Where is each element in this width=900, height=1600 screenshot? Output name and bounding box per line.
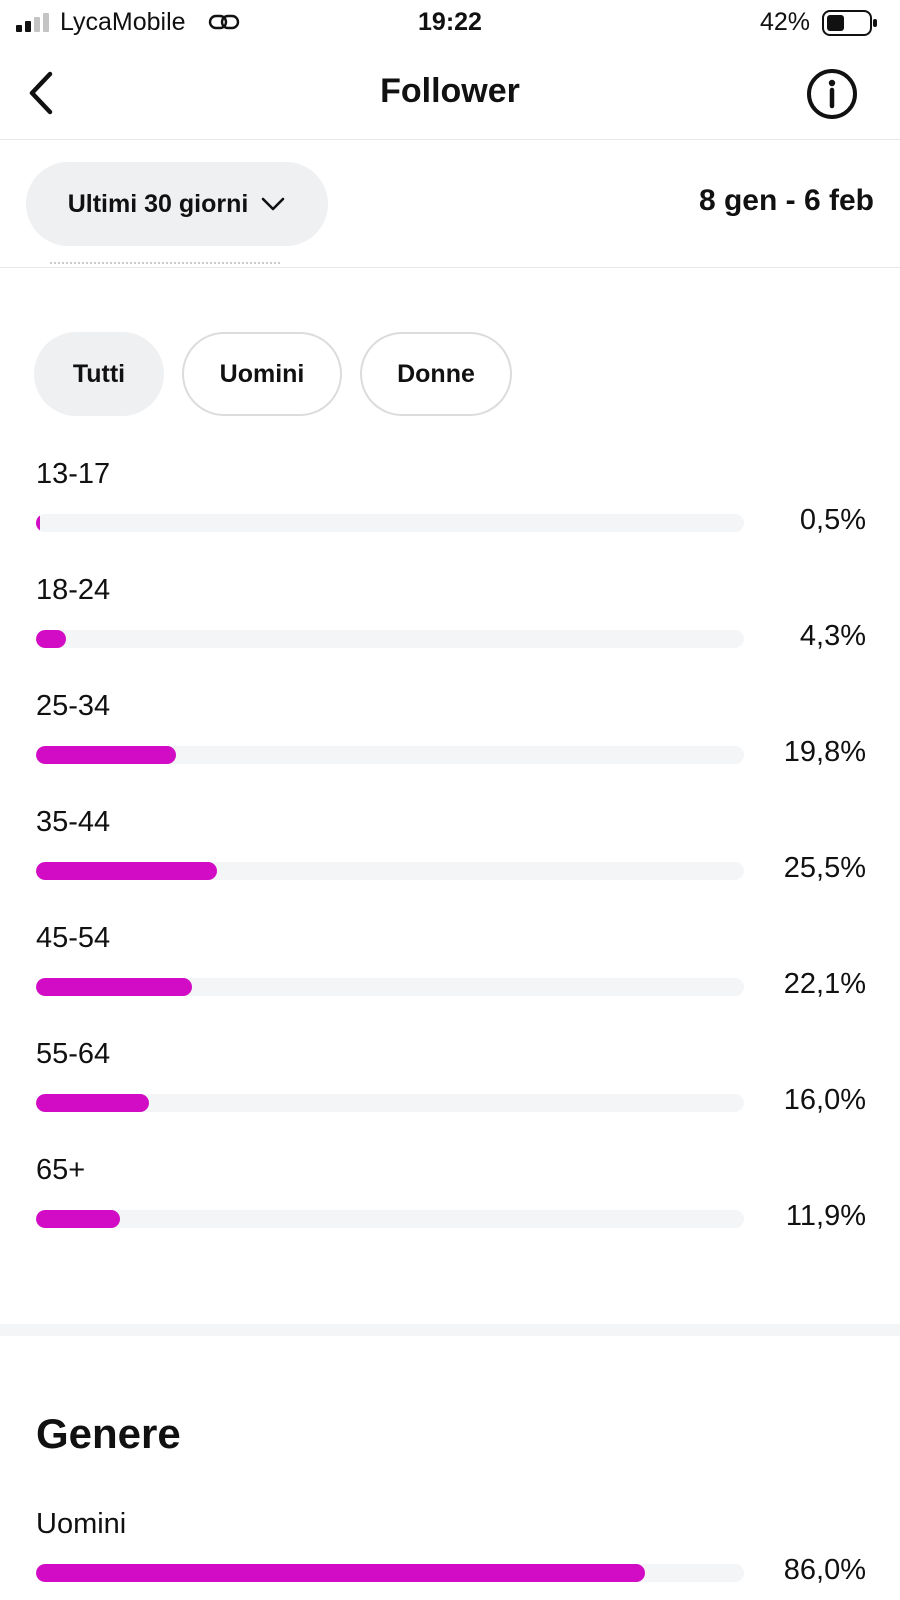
tab-uomini[interactable]: Uomini <box>182 332 342 416</box>
bar-percentage: 25,5% <box>783 852 866 884</box>
bar-track <box>36 1094 744 1112</box>
tab-tutti[interactable]: Tutti <box>34 332 164 416</box>
bar-fill <box>36 630 66 648</box>
bar-row: 65+ 11,9% <box>36 1154 866 1270</box>
bar-track <box>36 746 744 764</box>
chevron-left-icon[interactable] <box>22 70 62 116</box>
status-bar: LycaMobile 19:22 42% <box>0 0 900 44</box>
gender-section-title: Genere <box>36 1410 181 1457</box>
bar-percentage: 16,0% <box>783 1084 866 1116</box>
bar-row: 35-44 25,5% <box>36 806 866 922</box>
bar-row: 13-17 0,5% <box>36 458 866 574</box>
nav-bar: Follower <box>0 44 900 140</box>
audience-filter-tabs: Tutti Uomini Donne <box>34 332 512 416</box>
bar-fill <box>36 746 176 764</box>
bar-track <box>36 1210 744 1228</box>
tab-donne[interactable]: Donne <box>360 332 512 416</box>
bar-percentage: 4,3% <box>799 620 866 652</box>
bar-label: 13-17 <box>36 458 111 490</box>
bar-label: 65+ <box>36 1154 86 1186</box>
bar-label: 55-64 <box>36 1038 111 1070</box>
page-title: Follower <box>380 72 520 110</box>
battery-icon <box>822 10 877 36</box>
bar-fill <box>36 862 217 880</box>
bar-row: 18-24 4,3% <box>36 574 866 690</box>
bar-label: 25-34 <box>36 690 111 722</box>
time-range-label: Ultimi 30 giorni <box>67 189 249 218</box>
gender-distribution-list: Uomini 86,0% <box>36 1508 866 1598</box>
scrolled-content-edge <box>50 262 280 270</box>
date-filter-row: Ultimi 30 giorni 8 gen - 6 feb <box>0 140 900 268</box>
bar-percentage: 86,0% <box>783 1554 866 1586</box>
bar-track <box>36 978 744 996</box>
signal-strength-icon <box>16 12 52 32</box>
chevron-down-icon <box>261 197 285 211</box>
carrier-name: LycaMobile <box>60 8 186 36</box>
bar-fill <box>36 1564 645 1582</box>
bar-row: 55-64 16,0% <box>36 1038 866 1154</box>
bar-label: 45-54 <box>36 922 111 954</box>
bar-track <box>36 862 744 880</box>
bar-row: 25-34 19,8% <box>36 690 866 806</box>
bar-percentage: 19,8% <box>783 736 866 768</box>
bar-fill <box>36 1210 120 1228</box>
bar-label: Uomini <box>36 1508 127 1540</box>
bar-fill <box>36 1094 149 1112</box>
battery-percentage: 42% <box>759 8 810 36</box>
bar-fill <box>36 978 192 996</box>
section-divider <box>0 1324 900 1336</box>
bar-fill <box>36 514 40 532</box>
bar-row: Uomini 86,0% <box>36 1508 866 1600</box>
bar-percentage: 11,9% <box>785 1200 866 1232</box>
personal-hotspot-icon <box>208 14 240 30</box>
age-distribution-list: 13-17 0,5% 18-24 4,3% 25-34 19,8% 35-44 25,5% 45… <box>36 458 866 1270</box>
date-range-label: 8 gen - 6 feb <box>698 184 874 217</box>
bar-row: 45-54 22,1% <box>36 922 866 1038</box>
time-range-dropdown[interactable]: Ultimi 30 giorni <box>26 162 328 246</box>
bar-track <box>36 1564 744 1582</box>
bar-track <box>36 514 744 532</box>
bar-percentage: 0,5% <box>799 504 866 536</box>
bar-label: 35-44 <box>36 806 111 838</box>
bar-label: 18-24 <box>36 574 111 606</box>
bar-percentage: 22,1% <box>783 968 866 1000</box>
info-circle-icon[interactable] <box>806 68 858 120</box>
status-time: 19:22 <box>418 8 482 36</box>
bar-track <box>36 630 744 648</box>
